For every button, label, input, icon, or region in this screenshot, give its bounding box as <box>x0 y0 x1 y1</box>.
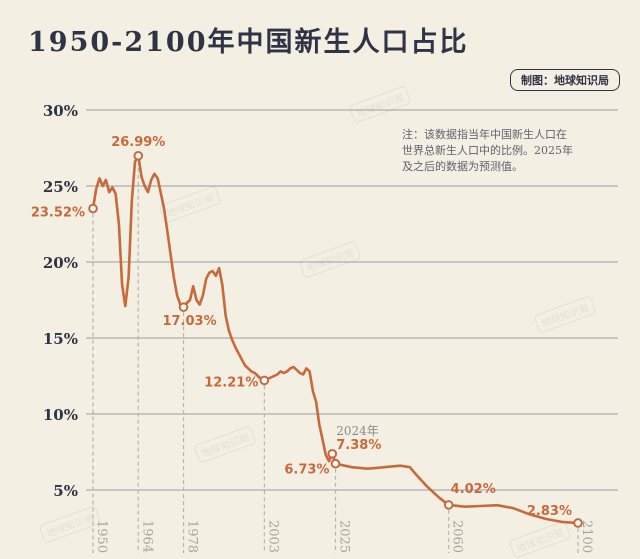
note-text: 注：该数据指当年中国新生人口在 <box>402 127 567 141</box>
page-title: 1950-2100年中国新生人口占比 <box>28 27 469 58</box>
data-point-marker <box>327 449 338 459</box>
credit-badge: 制图：地球知识局 <box>510 69 620 91</box>
x-tick-label: 2025 <box>337 520 352 553</box>
data-label: 12.21% <box>204 375 258 390</box>
y-tick-label: 20% <box>43 254 78 272</box>
note-text: 世界总新生人口中的比例。2025年 <box>402 143 573 157</box>
x-tick-label: 2100 <box>579 520 594 553</box>
data-line <box>91 154 580 525</box>
x-tick-label: 1964 <box>139 520 154 553</box>
y-tick-label: 30% <box>43 102 78 120</box>
year-label: 2024年 <box>336 424 379 438</box>
y-tick-label: 5% <box>53 482 78 500</box>
data-label: 7.38% <box>336 438 381 453</box>
y-tick-label: 25% <box>43 178 78 196</box>
y-tick-label: 15% <box>43 330 78 348</box>
x-tick-label: 2003 <box>265 520 280 553</box>
x-tick-label: 1950 <box>94 520 109 553</box>
data-label: 23.52% <box>31 205 85 220</box>
data-point-marker <box>573 518 583 528</box>
x-tick-label: 2060 <box>450 520 465 553</box>
data-point-marker <box>443 500 454 510</box>
data-label: 6.73% <box>284 463 329 478</box>
note-text: 及之后的数据为预测值。 <box>402 159 523 173</box>
x-tick-label: 1978 <box>185 520 200 553</box>
data-label: 2.83% <box>527 504 572 519</box>
data-point-marker <box>133 150 144 161</box>
data-point-marker <box>330 458 341 469</box>
data-label: 4.02% <box>451 482 496 497</box>
data-label: 26.99% <box>111 135 165 150</box>
data-point-marker <box>259 375 270 386</box>
y-tick-label: 10% <box>43 406 78 424</box>
data-point-marker <box>88 203 98 214</box>
data-point-marker <box>178 302 189 312</box>
data-label: 17.03% <box>162 314 216 329</box>
